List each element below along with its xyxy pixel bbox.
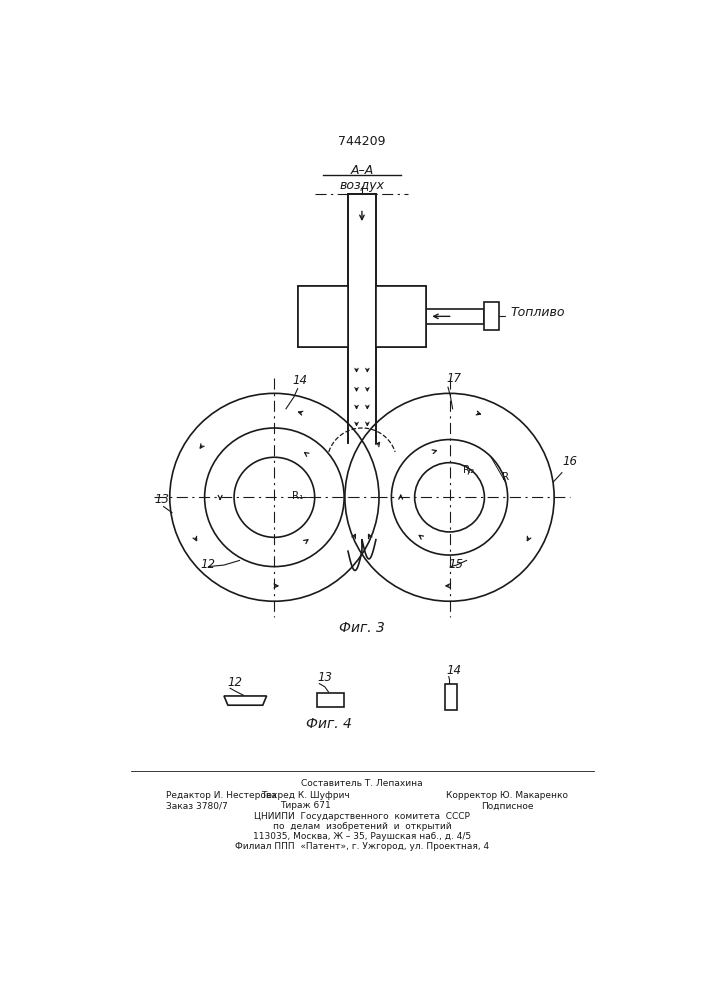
- Text: по  делам  изобретений  и  открытий: по делам изобретений и открытий: [273, 822, 451, 831]
- Text: R: R: [502, 472, 509, 482]
- Text: Филиал ППП  «Патент», г. Ужгород, ул. Проектная, 4: Филиал ППП «Патент», г. Ужгород, ул. Про…: [235, 842, 489, 851]
- Text: 113035, Москва, Ж – 35, Раушская наб., д. 4/5: 113035, Москва, Ж – 35, Раушская наб., д…: [253, 832, 471, 841]
- Text: R₁: R₁: [292, 491, 303, 501]
- Text: 14: 14: [292, 374, 308, 387]
- Text: Фиг. 3: Фиг. 3: [339, 621, 385, 635]
- Text: 12: 12: [201, 558, 216, 571]
- Text: Фиг. 4: Фиг. 4: [305, 717, 351, 731]
- Text: Топливо: Топливо: [510, 306, 566, 319]
- Text: 15: 15: [449, 558, 464, 571]
- Bar: [298, 286, 348, 347]
- Text: R₂: R₂: [462, 465, 474, 475]
- Bar: [376, 286, 426, 347]
- Text: ЦНИИПИ  Государственного  комитета  СССР: ЦНИИПИ Государственного комитета СССР: [254, 812, 470, 821]
- Text: 13: 13: [317, 671, 332, 684]
- Text: Подписное: Подписное: [481, 801, 533, 810]
- Text: 17: 17: [446, 372, 462, 385]
- Bar: [376, 286, 426, 347]
- Bar: [298, 286, 348, 347]
- Bar: [348, 194, 376, 505]
- Text: 14: 14: [446, 664, 462, 677]
- Text: 12: 12: [228, 676, 243, 689]
- Text: воздух: воздух: [339, 179, 385, 192]
- Text: 13: 13: [154, 493, 169, 506]
- Text: Техред К. Шуфрич: Техред К. Шуфрич: [261, 791, 350, 800]
- Text: Тираж 671: Тираж 671: [280, 801, 331, 810]
- Text: Составитель Т. Лепахина: Составитель Т. Лепахина: [301, 779, 423, 788]
- Bar: [484, 302, 499, 330]
- Text: 744209: 744209: [338, 135, 386, 148]
- Text: Заказ 3780/7: Заказ 3780/7: [166, 801, 228, 810]
- Bar: [426, 309, 484, 324]
- Text: Корректор Ю. Макаренко: Корректор Ю. Макаренко: [446, 791, 568, 800]
- Text: А–А: А–А: [351, 164, 373, 177]
- Text: Редактор И. Нестерова: Редактор И. Нестерова: [166, 791, 276, 800]
- Text: 16: 16: [563, 455, 578, 468]
